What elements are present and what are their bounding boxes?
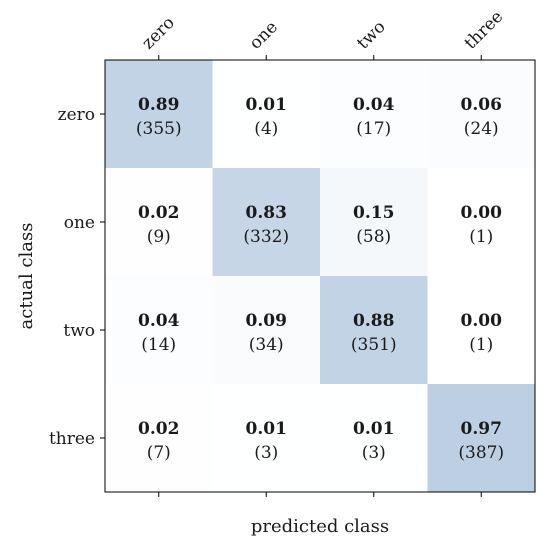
cell-count-label: (387) <box>458 443 504 463</box>
cell-value-label: 0.01 <box>353 419 394 439</box>
y-tick-label: two <box>63 321 95 341</box>
matrix-cell-3-1 <box>212 384 320 492</box>
y-tick-label: three <box>49 429 95 449</box>
cells-layer <box>105 60 535 492</box>
cell-count-label: (1) <box>469 335 493 355</box>
matrix-cell-0-2 <box>320 60 428 168</box>
cell-count-label: (34) <box>249 335 284 355</box>
cell-count-label: (3) <box>254 443 278 463</box>
cell-value-label: 0.89 <box>138 95 179 115</box>
matrix-cell-2-3 <box>427 276 535 384</box>
cell-value-label: 0.01 <box>246 419 287 439</box>
cell-count-label: (332) <box>243 227 289 247</box>
matrix-cell-3-3 <box>427 384 535 492</box>
cell-count-label: (1) <box>469 227 493 247</box>
matrix-cell-0-1 <box>212 60 320 168</box>
cell-count-label: (351) <box>351 335 397 355</box>
matrix-cell-2-2 <box>320 276 428 384</box>
cell-value-label: 0.15 <box>353 203 394 223</box>
matrix-cell-2-0 <box>105 276 213 384</box>
cell-value-label: 0.00 <box>461 203 503 223</box>
cell-value-label: 0.02 <box>138 203 179 223</box>
matrix-cell-1-2 <box>320 168 428 276</box>
cell-value-label: 0.04 <box>353 95 395 115</box>
cell-value-label: 0.02 <box>138 419 179 439</box>
cell-value-label: 0.09 <box>246 311 287 331</box>
cell-value-label: 0.83 <box>246 203 287 223</box>
y-tick-label: one <box>64 213 95 233</box>
x-tick-label: one <box>246 17 282 53</box>
cell-count-label: (24) <box>464 119 499 139</box>
cell-count-label: (355) <box>136 119 182 139</box>
y-axis-label: actual class <box>16 223 37 330</box>
matrix-cell-3-2 <box>320 384 428 492</box>
y-ticks-layer: zero one two three <box>49 105 105 449</box>
cell-count-label: (17) <box>356 119 391 139</box>
cell-count-label: (9) <box>147 227 171 247</box>
x-tick-label: two <box>353 17 390 54</box>
y-tick-label: zero <box>58 105 95 125</box>
cell-value-label: 0.00 <box>461 311 503 331</box>
cell-value-label: 0.04 <box>138 311 180 331</box>
matrix-cell-0-3 <box>427 60 535 168</box>
matrix-cell-1-1 <box>212 168 320 276</box>
matrix-cell-1-0 <box>105 168 213 276</box>
cell-labels-layer: 0.89 (355) 0.01 (4) 0.04 (17) 0.06 (24) 0.02 (9) 0… <box>136 95 504 463</box>
cell-value-label: 0.97 <box>461 419 502 439</box>
x-tick-label: zero <box>138 13 179 54</box>
x-axis-label: predicted class <box>251 516 389 537</box>
cell-count-label: (58) <box>356 227 391 247</box>
cell-count-label: (4) <box>254 119 278 139</box>
x-tick-label: three <box>461 7 508 54</box>
cell-value-label: 0.01 <box>246 95 287 115</box>
matrix-cell-2-1 <box>212 276 320 384</box>
cell-value-label: 0.88 <box>353 311 394 331</box>
matrix-cell-1-3 <box>427 168 535 276</box>
matrix-cell-3-0 <box>105 384 213 492</box>
cell-count-label: (7) <box>147 443 171 463</box>
matrix-cell-0-0 <box>105 60 213 168</box>
plot-frame <box>104 59 536 493</box>
cell-count-label: (3) <box>362 443 386 463</box>
cell-count-label: (14) <box>141 335 176 355</box>
cell-value-label: 0.06 <box>461 95 502 115</box>
